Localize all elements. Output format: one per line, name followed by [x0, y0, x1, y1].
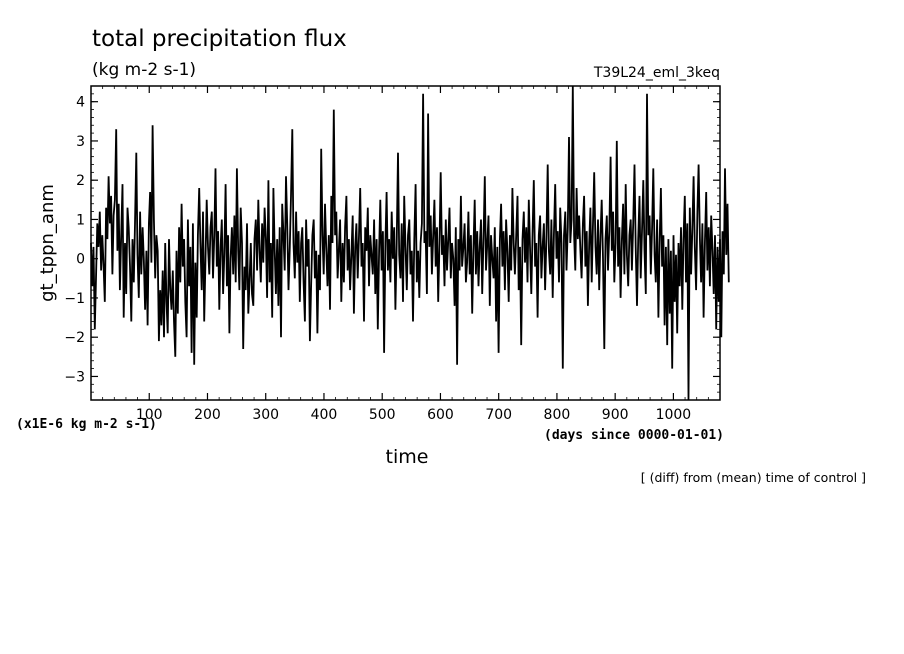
- y-tick-label: 3: [76, 134, 85, 150]
- x-axis: 100 200 300 400 500 600 700 800 900 1000: [102, 86, 709, 423]
- y-tick-label: −1: [64, 291, 85, 307]
- y-tick-label: 4: [76, 95, 85, 111]
- y-tick-label: −2: [64, 330, 85, 346]
- series-layer: [90, 85, 730, 401]
- x-axis-units: (days since 0000-01-01): [544, 428, 724, 443]
- x-tick-label: 900: [602, 407, 629, 423]
- series-line: [90, 85, 730, 401]
- y-tick-label: 0: [76, 252, 85, 268]
- y-tick-label: 2: [76, 173, 85, 189]
- y-tick-label: −3: [64, 369, 85, 385]
- y-axis-label: gt_tppn_anm: [37, 184, 58, 302]
- chart-title: total precipitation flux: [92, 26, 347, 52]
- y-axis: −3 −2 −1 0 1 2 3 4: [64, 93, 720, 401]
- x-tick-label: 600: [427, 407, 454, 423]
- chart-units: (kg m-2 s-1): [92, 60, 196, 80]
- footnote: [ (diff) from (mean) time of control ]: [641, 470, 866, 485]
- experiment-label: T39L24_eml_3keq: [593, 65, 720, 81]
- x-tick-label: 400: [311, 407, 338, 423]
- y-scale-note: (x1E-6 kg m-2 s-1): [16, 417, 157, 432]
- x-tick-label: 200: [194, 407, 221, 423]
- y-tick-label: 1: [76, 212, 85, 228]
- x-tick-label: 300: [252, 407, 279, 423]
- x-tick-label: 800: [544, 407, 571, 423]
- x-tick-label: 1000: [656, 407, 692, 423]
- x-axis-label: time: [386, 446, 429, 468]
- x-tick-label: 700: [485, 407, 512, 423]
- x-tick-label: 500: [369, 407, 396, 423]
- x-tick-label: 100: [136, 407, 163, 423]
